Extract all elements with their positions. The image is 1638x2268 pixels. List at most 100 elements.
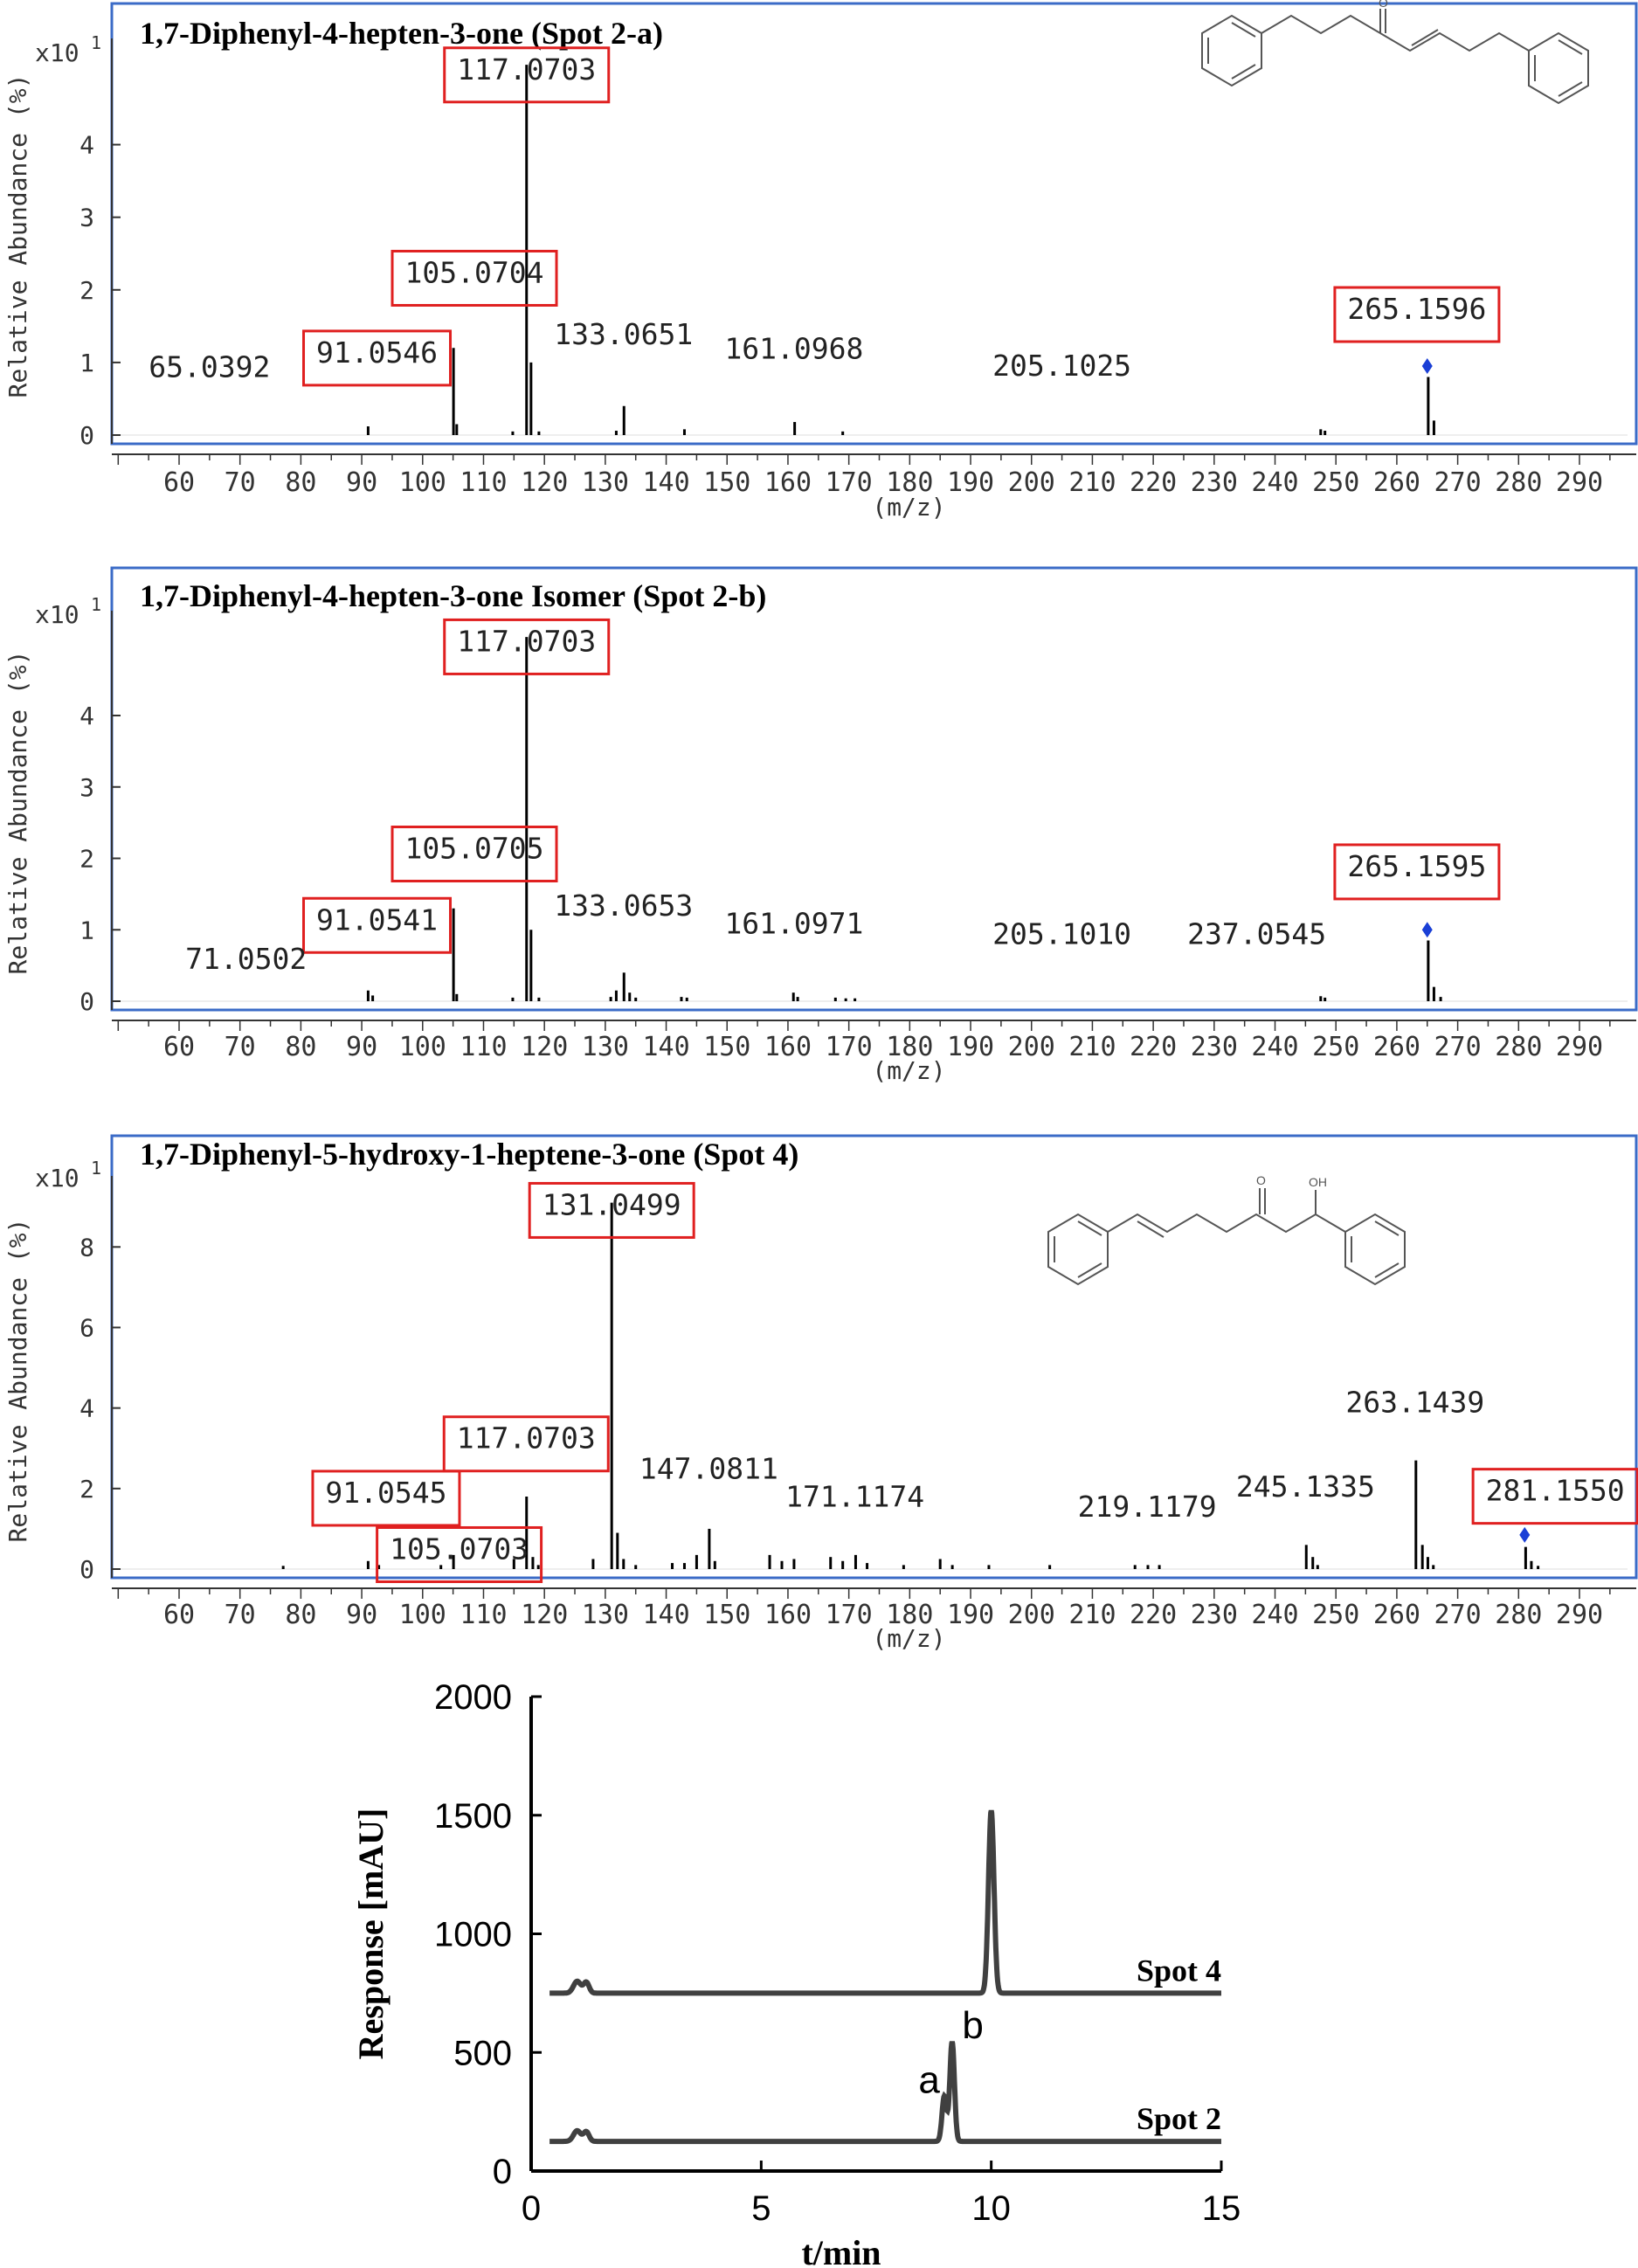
x-tick-label: 100 — [399, 1032, 446, 1062]
panel-frame — [110, 2, 1638, 446]
x-tick-label: 260 — [1373, 1032, 1420, 1062]
x-tick-label: 250 — [1312, 1032, 1359, 1062]
peak-label: 105.0703 — [390, 1532, 529, 1566]
x-tick-label: 200 — [1008, 467, 1055, 498]
x-tick-label: 130 — [582, 1600, 629, 1630]
x-tick-label: 230 — [1191, 1032, 1238, 1062]
x-tick-label: 70 — [225, 1032, 256, 1062]
x-tick-label: 10 — [971, 2189, 1011, 2228]
x-tick-label: 250 — [1312, 467, 1359, 498]
panel-title: 1,7-Diphenyl-4-hepten-3-one (Spot 2-a) — [140, 16, 663, 51]
y-scale-label: x10 — [35, 600, 79, 629]
x-tick-label: 100 — [399, 467, 446, 498]
x-tick-label: 160 — [764, 1032, 812, 1062]
y-tick-label: 4 — [79, 131, 94, 160]
y-tick-label: 1500 — [434, 1797, 512, 1836]
ms-panel-spot-2a: 1,7-Diphenyl-4-hepten-3-one (Spot 2-a) x1… — [3, 2, 1638, 522]
peak-label: 161.0968 — [724, 332, 863, 366]
x-tick-label: 280 — [1495, 467, 1542, 498]
x-axis-label: t/min — [801, 2233, 881, 2268]
x-tick-label: 290 — [1556, 1032, 1603, 1062]
peak-label: 265.1596 — [1347, 292, 1486, 326]
x-tick-label: 160 — [764, 1600, 812, 1630]
hplc-chromatogram: 0 500 1000 1500 2000 0 5 10 15 t/min Response [mAU… — [351, 1678, 1241, 2268]
peak-label-box — [302, 329, 453, 387]
panel-title: 1,7-Diphenyl-5-hydroxy-1-heptene-3-one (… — [140, 1137, 798, 1172]
x-tick-label: 140 — [642, 1032, 689, 1062]
x-tick-label: 260 — [1373, 1600, 1420, 1630]
x-tick-label: 220 — [1130, 467, 1177, 498]
x-tick-label: 0 — [522, 2189, 541, 2228]
x-tick-label: 190 — [947, 1600, 994, 1630]
x-tick-label: 290 — [1556, 1600, 1603, 1630]
y-tick-label: 1000 — [434, 1916, 512, 1954]
y-tick-label: 3 — [79, 773, 94, 802]
x-tick-label: 120 — [521, 467, 568, 498]
x-tick-label: 210 — [1068, 467, 1116, 498]
x-tick-label: 170 — [826, 1032, 873, 1062]
x-tick-label: 120 — [521, 1600, 568, 1630]
x-tick-label: 260 — [1373, 467, 1420, 498]
series-line-spot-2 — [549, 2041, 1221, 2145]
y-axis-label: Relative Abundance (%) — [3, 74, 32, 398]
y-tick-label: 1 — [79, 349, 94, 377]
peak-label-box — [442, 1415, 610, 1473]
x-tick-label: 130 — [582, 1032, 629, 1062]
peak-label-box — [443, 46, 611, 104]
y-tick-label: 0 — [79, 1555, 94, 1584]
x-axis-label: (m/z) — [872, 493, 945, 522]
x-tick-label: 220 — [1130, 1600, 1177, 1630]
y-scale-exponent: 1 — [91, 32, 101, 53]
x-axis-label: (m/z) — [872, 1056, 945, 1085]
peak-label: 117.0703 — [457, 1421, 596, 1456]
peak-label-box — [1333, 286, 1501, 343]
structure2-hydroxyl: OH — [1309, 1175, 1327, 1189]
structure1-oxygen: O — [1379, 0, 1388, 10]
peak-label: 133.0651 — [554, 317, 693, 351]
x-tick-label: 180 — [886, 1600, 933, 1630]
x-tick-label: 90 — [346, 467, 377, 498]
y-axis-label: Response [mAU] — [351, 1808, 390, 2060]
peak-label-box — [376, 1525, 543, 1583]
x-tick-label: 80 — [285, 1032, 316, 1062]
series-label: Spot 4 — [1137, 1953, 1221, 1988]
x-tick-label: 210 — [1068, 1600, 1116, 1630]
x-tick-label: 100 — [399, 1600, 446, 1630]
x-tick-label: 60 — [163, 467, 195, 498]
x-tick-label: 230 — [1191, 467, 1238, 498]
y-tick-label: 8 — [79, 1233, 94, 1262]
peak-label-box — [302, 896, 453, 954]
x-tick-label: 140 — [642, 467, 689, 498]
peak-label: 91.0541 — [316, 902, 438, 937]
x-tick-label: 170 — [826, 1600, 873, 1630]
y-tick-label: 2 — [79, 1475, 94, 1504]
y-tick-label: 4 — [79, 702, 94, 730]
precursor-marker — [1519, 1526, 1531, 1543]
x-tick-label: 290 — [1556, 467, 1603, 498]
x-tick-label: 170 — [826, 467, 873, 498]
structure2-oxygen: O — [1256, 1173, 1266, 1187]
ms-panel-spot-2b: 1,7-Diphenyl-4-hepten-3-one Isomer (Spot… — [3, 566, 1638, 1085]
x-tick-label: 200 — [1008, 1600, 1055, 1630]
x-tick-label: 220 — [1130, 1032, 1177, 1062]
peak-label: 245.1335 — [1236, 1469, 1375, 1504]
peak-label-box — [390, 249, 558, 307]
peak-label: 117.0703 — [457, 624, 596, 658]
peak-letter: b — [962, 2004, 983, 2047]
structure-hydroxyheptenone — [1047, 1188, 1406, 1286]
x-tick-label: 5 — [751, 2189, 771, 2228]
x-tick-label: 190 — [947, 1032, 994, 1062]
y-tick-label: 2 — [79, 276, 94, 305]
peak-label: 205.1010 — [992, 917, 1131, 951]
x-tick-label: 150 — [703, 467, 750, 498]
x-tick-label: 120 — [521, 1032, 568, 1062]
peak-label: 131.0499 — [543, 1187, 681, 1221]
peak-label-box — [311, 1469, 461, 1527]
x-tick-label: 130 — [582, 467, 629, 498]
x-tick-label: 80 — [285, 467, 316, 498]
peak-label-box — [443, 618, 611, 675]
x-tick-label: 90 — [346, 1032, 377, 1062]
x-tick-label: 240 — [1251, 1600, 1298, 1630]
y-tick-label: 0 — [493, 2153, 512, 2191]
